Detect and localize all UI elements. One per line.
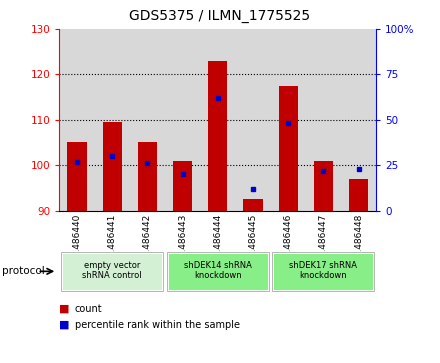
Text: protocol: protocol <box>2 266 45 276</box>
Bar <box>200 29 235 211</box>
Bar <box>130 29 165 211</box>
Text: GDS5375 / ILMN_1775525: GDS5375 / ILMN_1775525 <box>129 9 311 23</box>
Bar <box>103 122 122 211</box>
FancyBboxPatch shape <box>167 252 269 290</box>
Bar <box>349 179 368 211</box>
Bar <box>306 29 341 211</box>
Bar <box>67 142 87 211</box>
Text: shDEK14 shRNA
knockdown: shDEK14 shRNA knockdown <box>184 261 252 280</box>
FancyBboxPatch shape <box>61 252 163 290</box>
Bar <box>173 160 192 211</box>
Bar <box>165 29 200 211</box>
FancyBboxPatch shape <box>272 252 374 290</box>
Text: percentile rank within the sample: percentile rank within the sample <box>75 320 240 330</box>
Text: empty vector
shRNA control: empty vector shRNA control <box>82 261 142 280</box>
Text: shDEK17 shRNA
knockdown: shDEK17 shRNA knockdown <box>290 261 357 280</box>
Text: ■: ■ <box>59 320 70 330</box>
Bar <box>61 252 163 290</box>
Bar <box>235 29 271 211</box>
Bar <box>95 29 130 211</box>
Bar <box>272 252 374 290</box>
Bar <box>59 29 95 211</box>
Bar <box>271 29 306 211</box>
Bar <box>208 61 227 211</box>
Bar <box>243 199 263 211</box>
Bar <box>341 29 376 211</box>
Text: ■: ■ <box>59 303 70 314</box>
Bar <box>138 142 157 211</box>
Bar <box>279 86 298 211</box>
Bar <box>167 252 269 290</box>
Text: count: count <box>75 303 103 314</box>
Bar <box>314 160 333 211</box>
